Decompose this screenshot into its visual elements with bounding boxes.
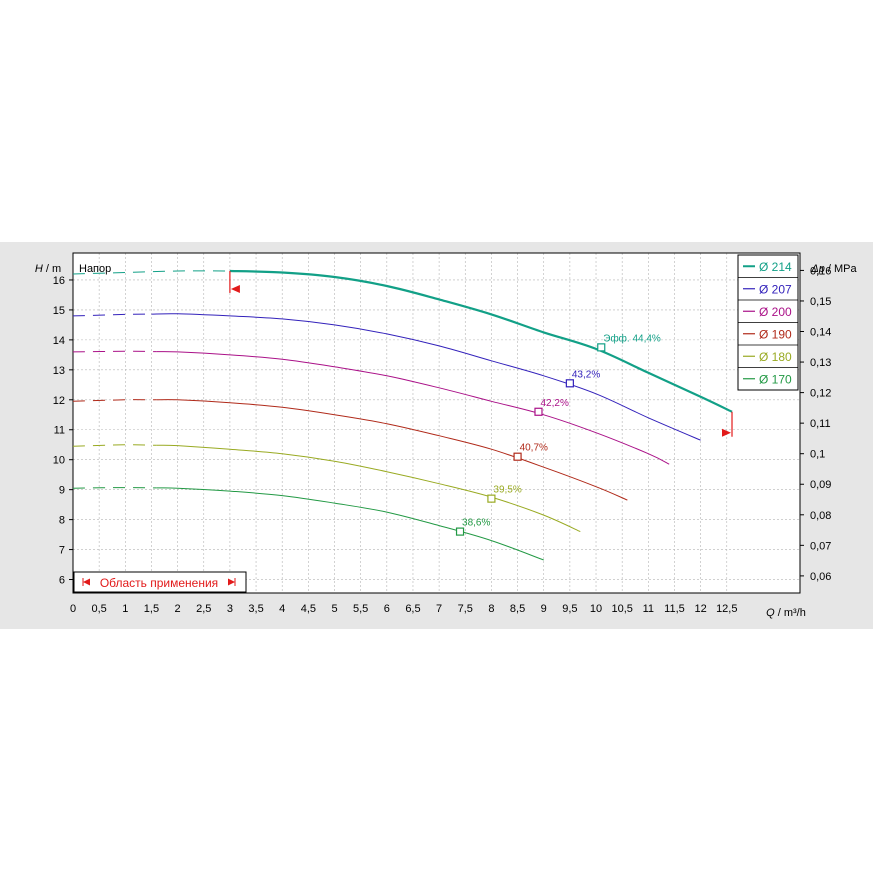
grid-lines [72, 253, 800, 593]
efficiency-label-0: Эфф. 44,4% [603, 332, 661, 344]
y2-tick-label: 0,15 [810, 296, 831, 308]
x-tick-label: 1 [122, 603, 128, 615]
x-tick-label: 12,5 [716, 603, 737, 615]
plot-background [73, 253, 800, 593]
x-tick-label: 8,5 [510, 603, 525, 615]
chart-title: Напор [79, 263, 111, 275]
x-tick-label: 4,5 [301, 603, 316, 615]
y2-tick-label: 0,16 [810, 265, 831, 277]
x-tick-label: 0 [70, 603, 76, 615]
x-tick-label: 4 [279, 603, 285, 615]
legend-label-5: Ø 170 [759, 372, 792, 386]
x-tick-label: 8 [488, 603, 494, 615]
x-tick-label: 3,5 [248, 603, 263, 615]
range-left-arrow [230, 284, 240, 293]
y-tick-label: 8 [59, 515, 65, 527]
legend-label-2: Ø 200 [759, 305, 792, 319]
efficiency-marker-3 [513, 452, 522, 461]
y-tick-label: 9 [59, 485, 65, 497]
x-tick-label: 11 [643, 603, 654, 615]
legend-label-1: Ø 207 [759, 282, 792, 296]
y-tick-label: 13 [53, 365, 65, 377]
curve-2 [156, 351, 670, 465]
x-axis-label: Q / m³/h [766, 607, 806, 619]
y-tick-label: 14 [53, 335, 65, 347]
efficiency-label-2: 42,2% [540, 398, 568, 409]
x-tick-label: 9,5 [562, 603, 577, 615]
range-right-arrow [722, 428, 732, 437]
x-tick-label: 0,5 [92, 603, 107, 615]
y-axis-label: H / m [35, 263, 61, 275]
x-tick-label: 10,5 [611, 603, 632, 615]
y-tick-label: 10 [53, 455, 65, 467]
curve-5 [156, 487, 544, 561]
x-tick-label: 7 [436, 603, 442, 615]
curve-4 [156, 444, 581, 533]
y-tick-label: 15 [53, 305, 65, 317]
y2-tick-label: 0,13 [810, 357, 831, 369]
y2-tick-label: 0,06 [810, 571, 831, 583]
efficiency-label-5: 38,6% [462, 518, 490, 529]
efficiency-marker-4 [487, 494, 496, 503]
y2-tick-label: 0,14 [810, 327, 831, 339]
x-tick-label: 2,5 [196, 603, 211, 615]
x-tick-label: 5,5 [353, 603, 368, 615]
curve-1 [151, 313, 701, 441]
y-tick-label: 12 [53, 395, 65, 407]
y-tick-label: 16 [53, 275, 65, 287]
range-box-arrow-left [83, 578, 90, 586]
range-box-arrow-right [228, 578, 235, 586]
legend-label-3: Ø 190 [759, 327, 792, 341]
application-range-box [73, 571, 247, 593]
x-tick-label: 12 [695, 603, 707, 615]
y2-tick-label: 0,07 [810, 540, 831, 552]
x-tick-label: 3 [227, 603, 233, 615]
legend: Ø 214 Ø 207 Ø 200 Ø 190 Ø 180 Ø 170 [737, 254, 799, 391]
plot-frame [72, 252, 801, 594]
x-tick-label: 6 [384, 603, 390, 615]
y-tick-label: 6 [59, 575, 65, 587]
x-tick-label: 11,5 [664, 603, 685, 615]
y2-axis-label: Δp / MPa [810, 263, 857, 275]
x-tick-label: 9 [541, 603, 547, 615]
efficiency-label-1: 43,2% [572, 369, 600, 380]
x-tick-label: 10 [590, 603, 602, 615]
efficiency-label-3: 40,7% [520, 443, 548, 454]
legend-label-4: Ø 180 [759, 350, 792, 364]
x-tick-label: 7,5 [458, 603, 473, 615]
x-tick-label: 1,5 [144, 603, 159, 615]
x-tick-label: 5 [331, 603, 337, 615]
curves: Эфф. 44,4% 43,2% 42,2% 40,7% 39,5% 38,6% [72, 269, 733, 561]
axes: 0 0,5 1 1,5 2 2,5 3 3,5 4 4,5 5 5,5 6 6,5 7 7,5 8 8,5 9 9,5… [35, 252, 858, 619]
y2-tick-label: 0,11 [810, 418, 831, 430]
x-tick-label: 6,5 [405, 603, 420, 615]
y2-tick-label: 0,09 [810, 479, 831, 491]
y-tick-label: 11 [54, 425, 65, 437]
efficiency-marker-2 [534, 407, 543, 416]
y-tick-label: 7 [59, 545, 65, 557]
efficiency-marker-1 [565, 379, 574, 388]
x-tick-label: 2 [175, 603, 181, 615]
legend-label-0: Ø 214 [759, 260, 792, 274]
efficiency-marker-0 [597, 343, 606, 352]
curve-dashed-0 [72, 270, 230, 275]
application-range-label: Область применения [100, 576, 218, 590]
efficiency-marker-5 [455, 527, 465, 536]
y2-tick-label: 0,12 [810, 388, 831, 400]
annotations: Область применения [73, 270, 733, 593]
curve-0 [229, 269, 733, 413]
y2-tick-label: 0,1 [810, 449, 825, 461]
y2-tick-label: 0,08 [810, 510, 831, 522]
curve-3 [156, 399, 628, 501]
efficiency-label-4: 39,5% [493, 485, 521, 496]
